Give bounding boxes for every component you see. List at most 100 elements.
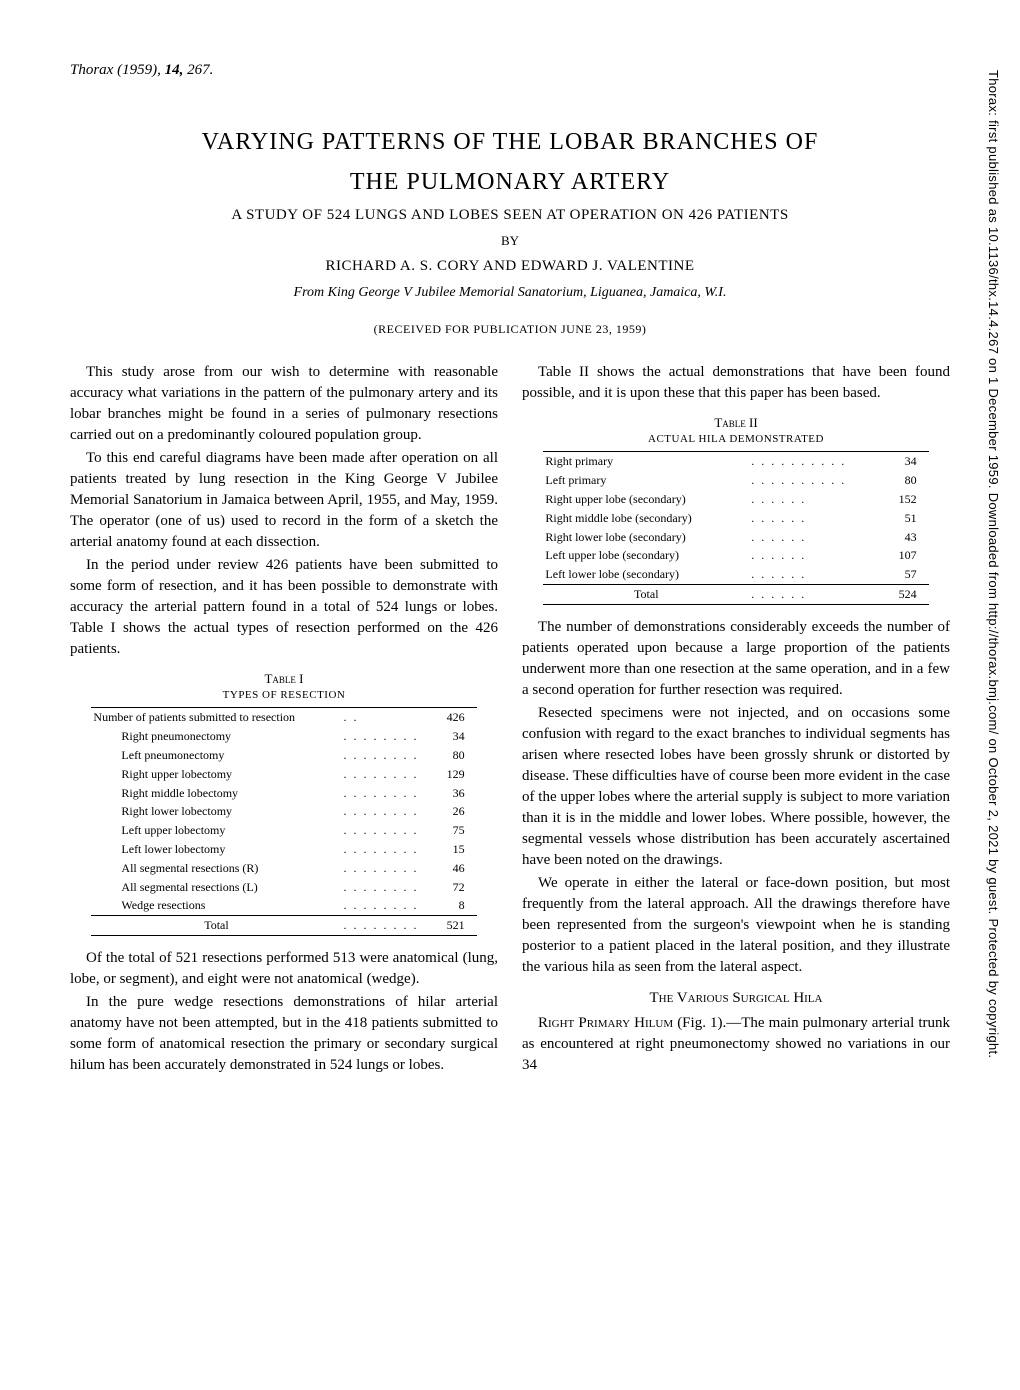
- dots: . . . . . . . .: [342, 840, 438, 859]
- table-row: Right primary. . . . . . . . . .34: [543, 452, 928, 471]
- dots: . . . . . .: [749, 546, 885, 565]
- table2-r1-val: 80: [885, 471, 929, 490]
- dots: . . . . . . . .: [342, 859, 438, 878]
- citation-page: 267.: [183, 62, 213, 78]
- table2-r4-label: Right lower lobe (secondary): [543, 528, 749, 547]
- table1-r6-label: Left lower lobectomy: [91, 840, 341, 859]
- table2-total-value: 524: [885, 584, 929, 604]
- dots: . . . . . .: [749, 565, 885, 584]
- copyright-sidebar: Thorax: first published as 10.1136/thx.1…: [984, 70, 1002, 1058]
- dots: . . . . . .: [749, 528, 885, 547]
- table-row: Right pneumonectomy. . . . . . . .34: [91, 727, 476, 746]
- table1-r2-label: Right upper lobectomy: [91, 765, 341, 784]
- table-row: Left pneumonectomy. . . . . . . .80: [91, 746, 476, 765]
- dots: . . . . . . . .: [342, 746, 438, 765]
- right-p4: We operate in either the lateral or face…: [522, 873, 950, 978]
- table1-r0-val: 34: [438, 727, 477, 746]
- left-p2: To this end careful diagrams have been m…: [70, 448, 498, 553]
- table2-r0-val: 34: [885, 452, 929, 471]
- table-row: Wedge resections. . . . . . . .8: [91, 896, 476, 915]
- table1-r5-label: Left upper lobectomy: [91, 821, 341, 840]
- citation-prefix: Thorax (1959),: [70, 62, 165, 78]
- table-row: All segmental resections (R). . . . . . …: [91, 859, 476, 878]
- by-line: BY: [70, 232, 950, 250]
- right-p5: Right Primary Hilum (Fig. 1).—The main p…: [522, 1013, 950, 1076]
- table1-r9-val: 8: [438, 896, 477, 915]
- table1-r9-label: Wedge resections: [91, 896, 341, 915]
- table-row-total: Total . . . . . . 524: [543, 584, 928, 604]
- dots: . . . . . .: [749, 490, 885, 509]
- table-row: Left upper lobe (secondary). . . . . .10…: [543, 546, 928, 565]
- table1-r4-val: 26: [438, 802, 477, 821]
- table2-r3-label: Right middle lobe (secondary): [543, 509, 749, 528]
- table2-caption: Table II: [522, 414, 950, 432]
- table1-total-label: Total: [91, 916, 341, 936]
- table1-r8-val: 72: [438, 878, 477, 897]
- subtitle: A STUDY OF 524 LUNGS AND LOBES SEEN AT O…: [70, 205, 950, 226]
- table-row-total: Total . . . . . . . . 521: [91, 916, 476, 936]
- table1-r6-val: 15: [438, 840, 477, 859]
- left-p1: This study arose from our wish to determ…: [70, 362, 498, 446]
- fig-ref: (Fig. 1).—: [677, 1015, 741, 1031]
- right-p2: The number of demonstrations considerabl…: [522, 617, 950, 701]
- table1-r1-val: 80: [438, 746, 477, 765]
- left-p4: Of the total of 521 resections performed…: [70, 948, 498, 990]
- left-column: This study arose from our wish to determ…: [70, 362, 498, 1078]
- table2-r1-label: Left primary: [543, 471, 749, 490]
- table-row: Right middle lobe (secondary). . . . . .…: [543, 509, 928, 528]
- table1-caption: Table I: [70, 670, 498, 688]
- table-row: Right middle lobectomy. . . . . . . .36: [91, 784, 476, 803]
- left-p3: In the period under review 426 patients …: [70, 555, 498, 660]
- citation-vol: 14,: [165, 62, 184, 78]
- table2-r6-val: 57: [885, 565, 929, 584]
- citation: Thorax (1959), 14, 267.: [70, 60, 950, 81]
- title-line-2: THE PULMONARY ARTERY: [70, 166, 950, 200]
- dots: . . . . . . . .: [342, 802, 438, 821]
- table2-r5-val: 107: [885, 546, 929, 565]
- table1-r1-label: Left pneumonectomy: [91, 746, 341, 765]
- table2-r5-label: Left upper lobe (secondary): [543, 546, 749, 565]
- dots: . . . . . . . .: [342, 765, 438, 784]
- left-p5: In the pure wedge resections demonstrati…: [70, 992, 498, 1076]
- table1-title: TYPES OF RESECTION: [70, 688, 498, 703]
- right-p1: Table II shows the actual demonstrations…: [522, 362, 950, 404]
- table1-r5-val: 75: [438, 821, 477, 840]
- table-row: Right lower lobe (secondary). . . . . .4…: [543, 528, 928, 547]
- right-column: Table II shows the actual demonstrations…: [522, 362, 950, 1078]
- dots: . . . . . .: [749, 584, 885, 604]
- table2-r0-label: Right primary: [543, 452, 749, 471]
- table2: Right primary. . . . . . . . . .34 Left …: [543, 451, 928, 604]
- received-date: (RECEIVED FOR PUBLICATION JUNE 23, 1959): [70, 321, 950, 338]
- table1-r8-label: All segmental resections (L): [91, 878, 341, 897]
- right-p3: Resected specimens were not injected, an…: [522, 703, 950, 871]
- dots: . . . . . . . . . .: [749, 471, 885, 490]
- dots: . .: [342, 708, 438, 727]
- table1-header-label: Number of patients submitted to resectio…: [91, 708, 341, 727]
- authors: RICHARD A. S. CORY AND EDWARD J. VALENTI…: [70, 256, 950, 277]
- table-row: Left lower lobe (secondary). . . . . .57: [543, 565, 928, 584]
- table2-r2-val: 152: [885, 490, 929, 509]
- title-line-1: VARYING PATTERNS OF THE LOBAR BRANCHES O…: [70, 126, 950, 160]
- dots: . . . . . . . . . .: [749, 452, 885, 471]
- table-row: Left upper lobectomy. . . . . . . .75: [91, 821, 476, 840]
- dots: . . . . . . . .: [342, 916, 438, 936]
- table1-r0-label: Right pneumonectomy: [91, 727, 341, 746]
- table-row: Left primary. . . . . . . . . .80: [543, 471, 928, 490]
- table1-r3-label: Right middle lobectomy: [91, 784, 341, 803]
- dots: . . . . . . . .: [342, 821, 438, 840]
- table2-title: ACTUAL HILA DEMONSTRATED: [522, 432, 950, 447]
- table1-total-value: 521: [438, 916, 477, 936]
- affiliation: From King George V Jubilee Memorial Sana…: [70, 283, 950, 303]
- dots: . . . . . . . .: [342, 784, 438, 803]
- table2-r6-label: Left lower lobe (secondary): [543, 565, 749, 584]
- table-row: Left lower lobectomy. . . . . . . .15: [91, 840, 476, 859]
- two-column-layout: This study arose from our wish to determ…: [70, 362, 950, 1078]
- subsection-head: Right Primary Hilum: [538, 1015, 673, 1031]
- table1-r7-label: All segmental resections (R): [91, 859, 341, 878]
- dots: . . . . . . . .: [342, 896, 438, 915]
- table1: Number of patients submitted to resectio…: [91, 707, 476, 936]
- dots: . . . . . . . .: [342, 727, 438, 746]
- table1-r2-val: 129: [438, 765, 477, 784]
- table2-total-label: Total: [543, 584, 749, 604]
- dots: . . . . . . . .: [342, 878, 438, 897]
